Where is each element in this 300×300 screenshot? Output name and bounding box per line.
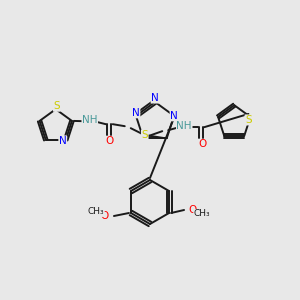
Text: NH: NH <box>82 115 98 125</box>
Text: CH₃: CH₃ <box>194 209 210 218</box>
Text: N: N <box>170 111 178 121</box>
Text: N: N <box>132 108 140 118</box>
Text: CH₃: CH₃ <box>88 208 104 217</box>
Text: O: O <box>198 139 206 149</box>
Text: S: S <box>141 130 148 140</box>
Text: O: O <box>106 136 114 146</box>
Text: N: N <box>59 136 67 146</box>
Text: NH: NH <box>176 121 192 131</box>
Text: O: O <box>188 205 196 215</box>
Text: O: O <box>101 211 109 221</box>
Text: S: S <box>245 115 252 125</box>
Text: S: S <box>53 101 60 111</box>
Text: N: N <box>151 93 159 103</box>
